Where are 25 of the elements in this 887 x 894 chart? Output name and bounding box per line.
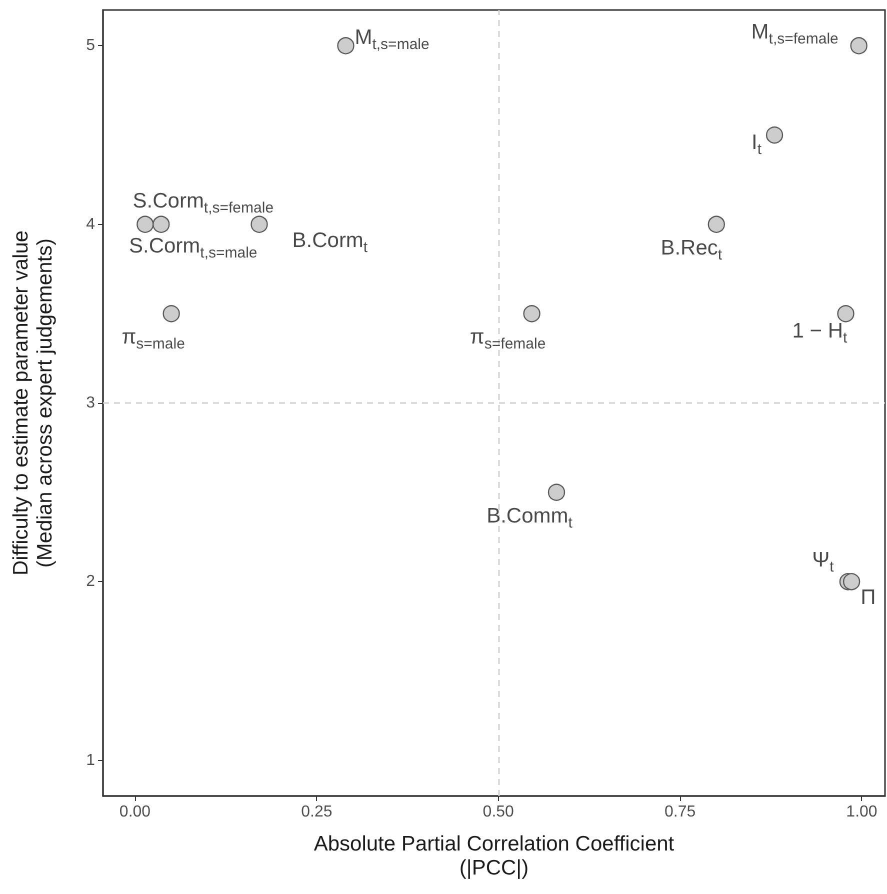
x-axis-title: Absolute Partial Correlation Coefficient (|PCC|): [314, 832, 674, 880]
annotation: Π: [860, 586, 876, 610]
y-tick-label: 1: [86, 752, 96, 769]
point: [850, 37, 868, 54]
point: [837, 305, 854, 322]
point: [136, 216, 154, 233]
point: [162, 305, 180, 322]
x-tick-label: 0.75: [664, 804, 696, 820]
point: [152, 216, 170, 233]
y-tick-label: 5: [86, 37, 96, 54]
y-tick-label: 4: [86, 216, 96, 233]
x-tick-label: 0.00: [119, 804, 151, 820]
point: [337, 37, 354, 54]
point: [766, 126, 784, 144]
point: [250, 216, 268, 233]
x-tick-label: 1.00: [846, 804, 878, 820]
x-tick-label: 0.50: [482, 804, 514, 820]
y-tick-label: 3: [86, 394, 96, 412]
point: [842, 573, 860, 590]
point: [548, 484, 566, 501]
x-tick-label: 0.25: [301, 804, 332, 820]
y-axis-title: Difficulty to estimate parameter value (Median across expert judgements): [10, 230, 56, 576]
y-tick-label: 2: [86, 573, 96, 590]
point: [708, 216, 725, 233]
point: [523, 305, 540, 322]
